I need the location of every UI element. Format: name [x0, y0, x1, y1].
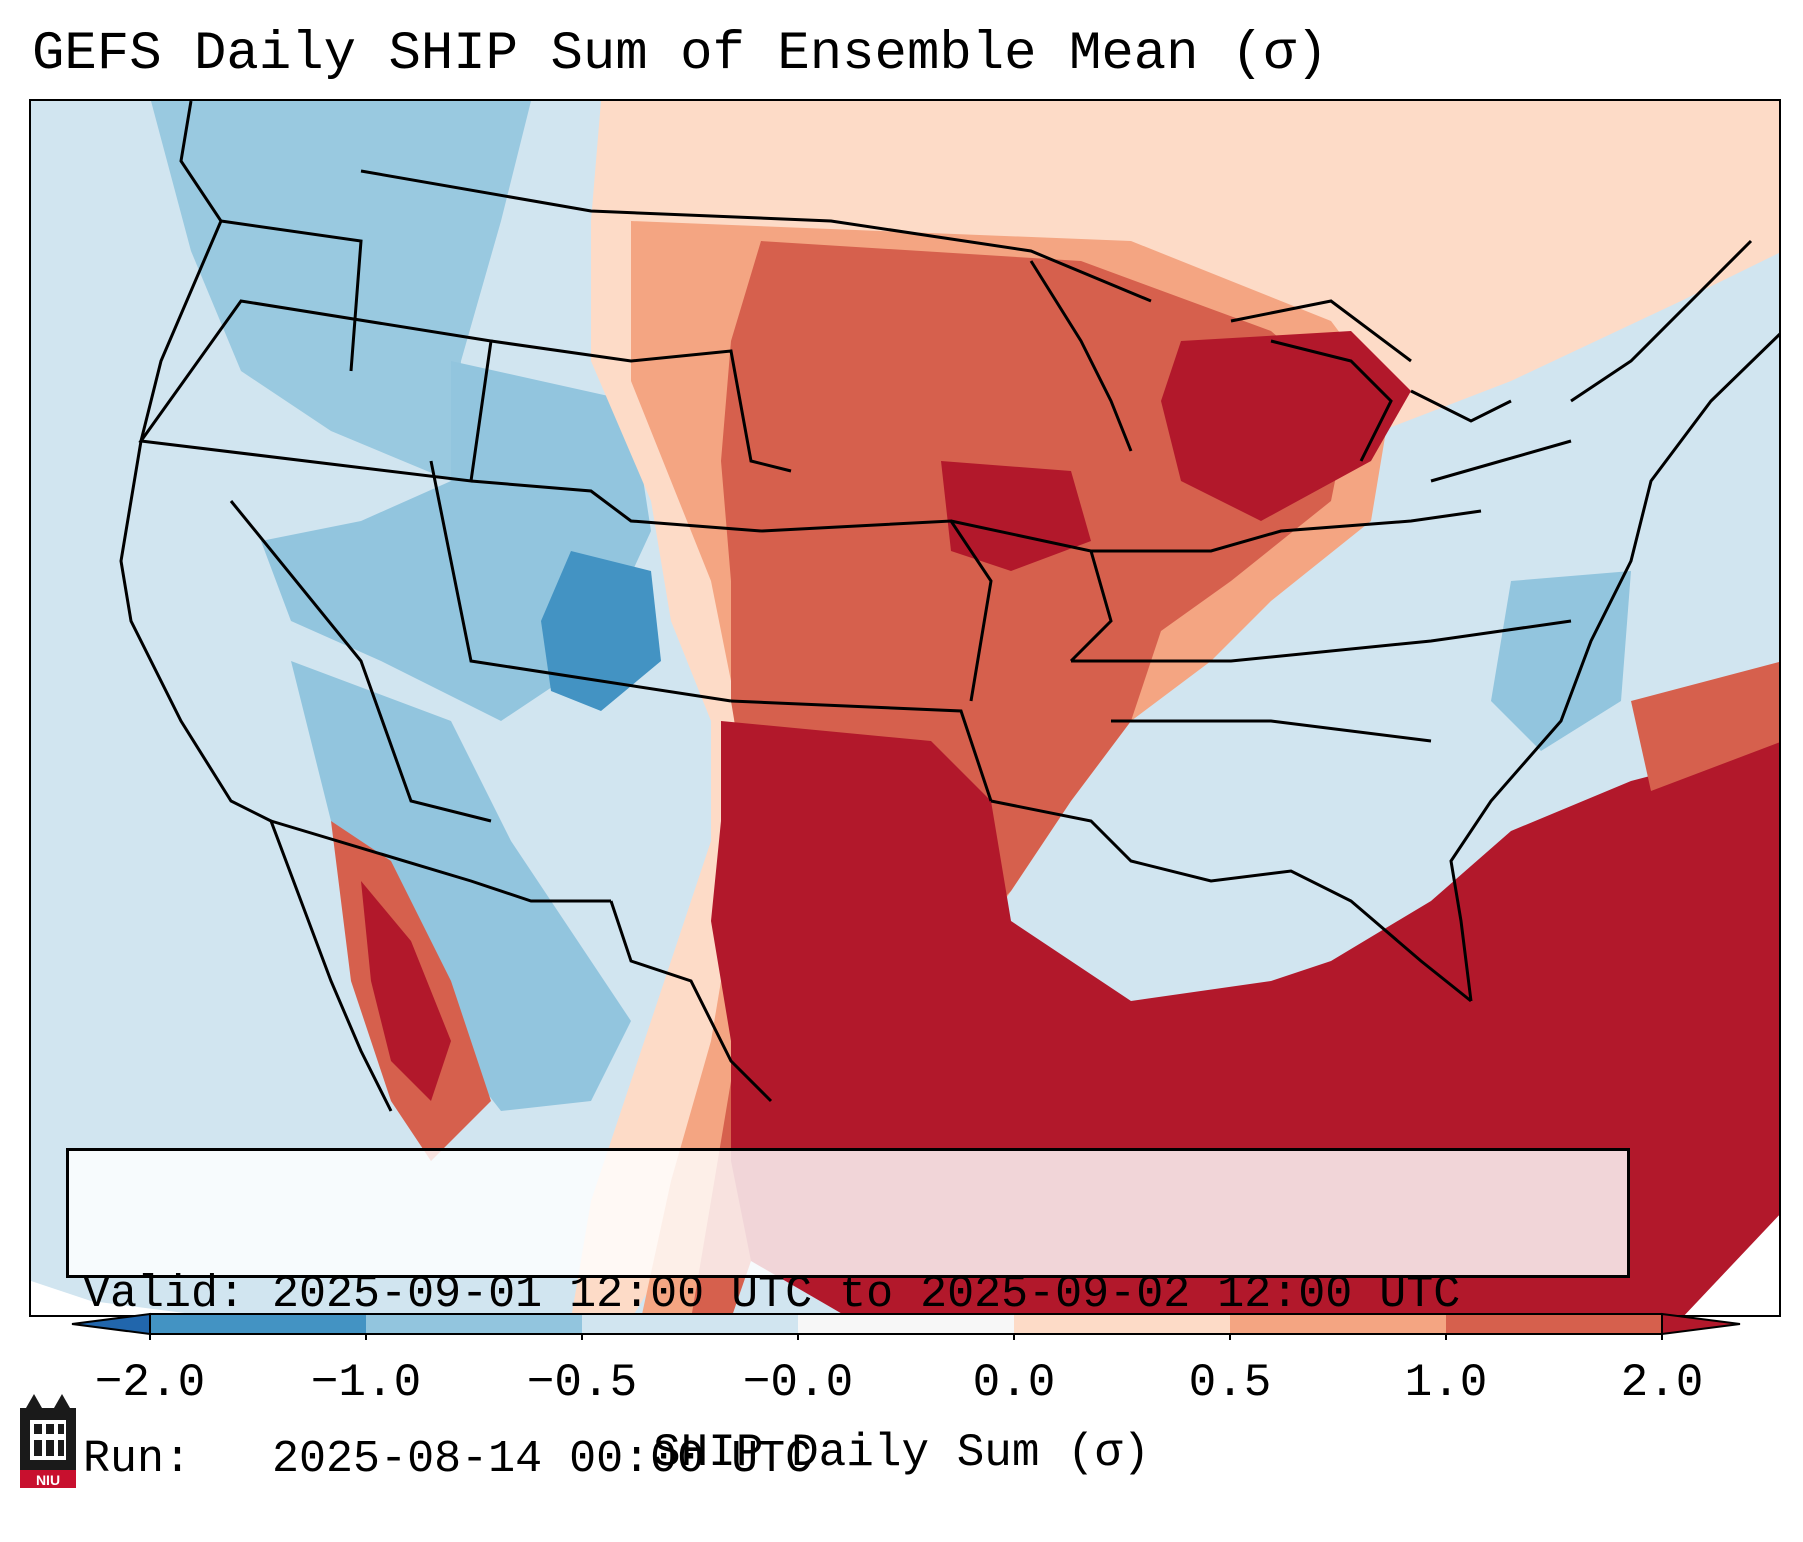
border-missouri — [950, 519, 1113, 663]
colorbar-tick-label: 2.0 — [1620, 1357, 1704, 1409]
colorbar-segment — [798, 1314, 1014, 1334]
run-row: Run: 2025-08-14 00:00 UTC — [83, 1432, 1613, 1487]
border-ohio-valley — [1091, 509, 1482, 553]
anomaly-positive-atlantic-edge — [1631, 662, 1779, 791]
colorbar-segment — [1014, 1314, 1230, 1334]
border-nevada-arizona — [229, 500, 492, 823]
colorbar-tick-label: 0.0 — [972, 1357, 1056, 1409]
border-plains-north — [490, 339, 792, 473]
coastline-atlantic — [1449, 332, 1779, 1002]
colorbar-label: SHIP Daily Sum (σ) — [653, 1427, 1150, 1479]
colorbar — [71, 1312, 1741, 1340]
projection-edge — [31, 1281, 200, 1315]
colorbar-extend-low — [71, 1312, 151, 1336]
anomaly-negative-midatlantic — [1491, 571, 1631, 751]
border-mexico — [270, 819, 611, 903]
border-tennessee — [1071, 619, 1572, 663]
colorbar-tick-label: −2.0 — [94, 1357, 206, 1409]
valid-row: Valid: 2025-09-01 12:00 UTC to 2025-09-0… — [83, 1267, 1613, 1322]
lake-erie-ontario — [1430, 439, 1572, 483]
validity-box: Valid: 2025-09-01 12:00 UTC to 2025-09-0… — [66, 1148, 1630, 1485]
colorbar-segment — [150, 1314, 366, 1334]
colorbar-tick-label: 0.5 — [1188, 1357, 1272, 1409]
anomaly-strong-positive-sierra-madre — [361, 881, 451, 1101]
border-rio-grande — [609, 900, 773, 1103]
coastline-gulf — [990, 799, 1472, 1003]
border-new-england — [1570, 239, 1753, 403]
border-oklahoma — [730, 699, 993, 802]
anomaly-negative-west — [151, 101, 531, 481]
niu-logo: NIU — [20, 1394, 76, 1488]
logo-text: NIU — [36, 1472, 60, 1488]
colorbar-tick-label: −0.5 — [526, 1357, 638, 1409]
colorbar-segment — [582, 1314, 798, 1334]
border-kansas — [760, 519, 993, 702]
projection-edge-right — [1684, 1215, 1779, 1315]
run-value: 2025-08-14 00:00 UTC — [272, 1434, 813, 1485]
anomaly-map — [31, 101, 1779, 1315]
colorbar-outline — [149, 1313, 1663, 1335]
colorbar-extend-high — [1661, 1312, 1741, 1336]
border-georgia — [1111, 719, 1432, 743]
lake-superior — [1230, 299, 1412, 363]
valid-label: Valid: — [83, 1269, 246, 1320]
colorbar-segment — [366, 1314, 582, 1334]
run-label: Run: — [83, 1434, 192, 1485]
colorbar-segment — [1446, 1314, 1662, 1334]
anomaly-strong-negative-colorado — [541, 551, 661, 711]
colorbar-tick-label: 1.0 — [1404, 1357, 1488, 1409]
colorbar-ticks: −2.0 −1.0 −0.5 −0.0 0.0 0.5 1.0 2.0 — [0, 1355, 1803, 1415]
lake-huron — [1410, 389, 1512, 423]
anomaly-negative-southwest — [291, 661, 631, 1111]
anomaly-strong-positive-great-lakes — [1161, 331, 1411, 521]
valid-value: 2025-09-01 12:00 UTC to 2025-09-02 12:00… — [272, 1269, 1461, 1320]
anomaly-positive-central — [691, 241, 1351, 1315]
border-minnesota — [1029, 260, 1133, 452]
colorbar-segment — [1230, 1314, 1446, 1334]
lake-michigan — [1270, 339, 1393, 462]
border-washington — [220, 219, 363, 372]
borders — [119, 101, 1779, 1112]
colorbar-tick-label: −1.0 — [310, 1357, 422, 1409]
border-canada — [360, 169, 1152, 303]
border-wyoming — [470, 479, 762, 533]
coastline-west — [119, 101, 393, 1112]
colorbar-tick-label: −0.0 — [742, 1357, 854, 1409]
chart-title: GEFS Daily SHIP Sum of Ensemble Mean (σ) — [32, 24, 1329, 85]
map-panel — [29, 99, 1781, 1317]
border-utah-colorado — [429, 460, 732, 703]
